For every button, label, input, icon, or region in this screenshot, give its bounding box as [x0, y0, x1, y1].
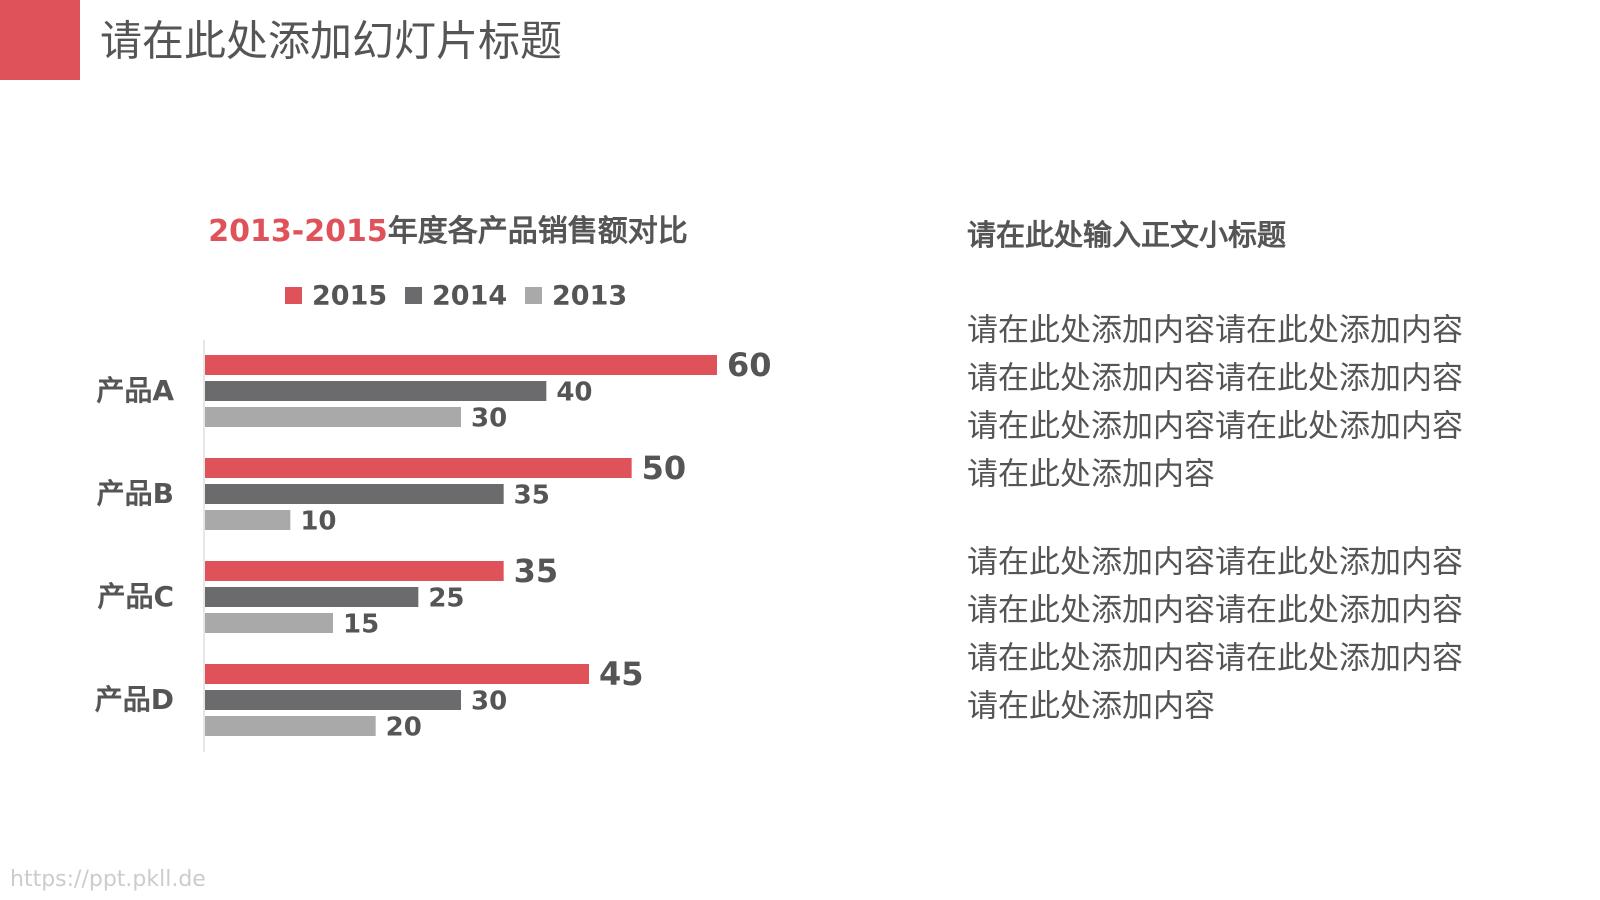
legend-swatch — [405, 287, 422, 304]
bar — [205, 484, 504, 504]
bar — [205, 407, 461, 427]
bar — [205, 587, 419, 607]
bar — [205, 561, 504, 581]
legend-label: 2014 — [432, 281, 507, 312]
legend-label: 2013 — [552, 281, 627, 312]
header-block — [0, 0, 80, 80]
bar — [205, 716, 376, 736]
bar — [205, 458, 632, 478]
text-subtitle: 请在此处输入正文小标题 — [967, 218, 1286, 252]
data-label: 10 — [300, 507, 336, 537]
y-tick-label: 产品C — [97, 580, 174, 613]
data-label: 45 — [599, 655, 644, 693]
body-line: 请在此处添加内容请在此处添加内容 — [967, 593, 1463, 629]
data-label: 15 — [343, 610, 379, 640]
data-label: 60 — [727, 346, 772, 384]
legend-swatch — [525, 287, 542, 304]
bar — [205, 381, 547, 401]
data-label: 35 — [514, 552, 559, 590]
body-line: 请在此处添加内容请在此处添加内容 — [967, 361, 1463, 397]
y-tick-label: 产品D — [95, 683, 174, 716]
body-line: 请在此处添加内容请在此处添加内容 — [967, 409, 1463, 445]
data-label: 40 — [556, 378, 592, 408]
bar — [205, 690, 461, 710]
data-label: 35 — [514, 481, 550, 511]
data-label: 30 — [471, 404, 507, 434]
slide-title: 请在此处添加幻灯片标题 — [100, 17, 562, 66]
bar — [205, 664, 589, 684]
y-tick-label: 产品A — [96, 374, 174, 407]
bar — [205, 355, 717, 375]
body-line: 请在此处添加内容请在此处添加内容 — [967, 641, 1463, 677]
body-line: 请在此处添加内容请在此处添加内容 — [967, 545, 1463, 581]
legend-swatch — [285, 287, 302, 304]
body-line: 请在此处添加内容 — [967, 457, 1215, 493]
chart-title-text: 年度各产品销售额对比 — [388, 214, 688, 249]
data-label: 25 — [428, 584, 464, 614]
legend-label: 2015 — [312, 281, 387, 312]
body-line: 请在此处添加内容 — [967, 689, 1215, 725]
bar — [205, 613, 333, 633]
data-label: 20 — [386, 713, 422, 743]
data-label: 50 — [642, 449, 687, 487]
bar — [205, 510, 291, 530]
chart-title-year: 2013-2015 — [208, 214, 387, 249]
chart-title: 2013-2015年度各产品销售额对比 — [208, 214, 687, 249]
data-label: 30 — [471, 687, 507, 717]
watermark: https://ppt.pkll.de — [10, 867, 206, 892]
body-line: 请在此处添加内容请在此处添加内容 — [967, 313, 1463, 349]
y-tick-label: 产品B — [97, 477, 174, 510]
